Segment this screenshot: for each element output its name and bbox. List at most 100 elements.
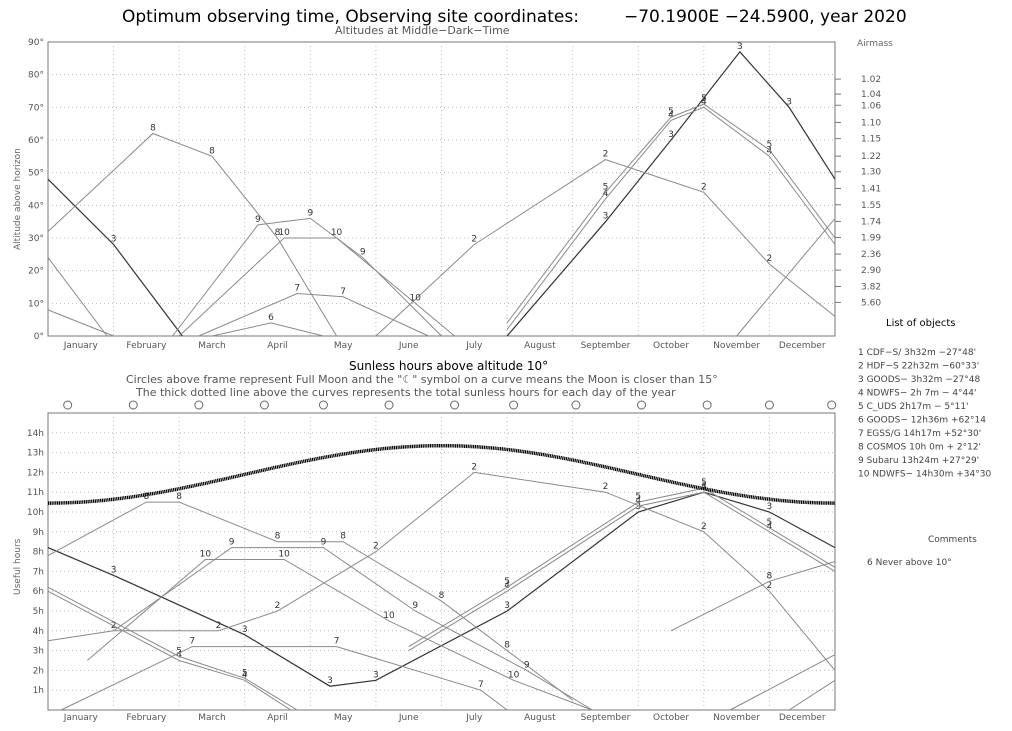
bottom-ylabel: Useful hours xyxy=(13,538,23,595)
comments-title: Comments xyxy=(928,535,977,545)
full-moon-marker xyxy=(827,400,837,410)
top-series-label: 7 xyxy=(340,287,346,297)
bottom-month-labels: January February March April May June July Augu… xyxy=(63,713,826,723)
airmass-tick-label: 1.10 xyxy=(861,118,881,128)
bottom-month-label: April xyxy=(267,713,288,723)
bottom-series-label: 9 xyxy=(229,538,235,548)
top-y-tick-label: 30° xyxy=(28,234,44,244)
top-series-6-line xyxy=(211,322,324,337)
object-list-item: 6 GOODS− 12h36m +62°14 xyxy=(858,416,986,426)
top-grid xyxy=(48,42,835,336)
top-y-ticks: 0° 10° 20° 30° 40° 50° 60° 70° 80° 90° xyxy=(28,38,44,342)
top-series-label: 5 xyxy=(603,182,609,192)
chart-title-right: −70.1900E −24.5900, year 2020 xyxy=(624,7,907,27)
top-series-label: 8 xyxy=(275,228,281,238)
bottom-month-label: September xyxy=(581,713,631,723)
bottom-y-tick-label: 1h xyxy=(33,686,44,696)
bottom-series-label: 9 xyxy=(412,601,418,611)
object-list-item: 10 NDWFS− 14h30m +34°30 xyxy=(858,470,991,480)
full-moon-marker xyxy=(259,400,269,410)
top-month-label: April xyxy=(267,341,288,351)
bottom-series-label: 2 xyxy=(216,621,222,631)
bottom-y-tick-label: 9h xyxy=(33,528,44,538)
bottom-series-9-line xyxy=(729,654,836,711)
comments-text: 6 Never above 10° xyxy=(867,558,952,568)
full-moon-markers xyxy=(63,400,837,410)
sunless-hours-line xyxy=(48,443,835,505)
bottom-series-label: 8 xyxy=(144,492,150,502)
top-series-10-line xyxy=(178,237,455,337)
top-series-label: 5 xyxy=(668,107,674,117)
bottom-series-label: 10 xyxy=(383,611,395,621)
bottom-series-label: 5 xyxy=(176,647,182,657)
bottom-series-label: 5 xyxy=(701,478,707,488)
top-y-tick-label: 60° xyxy=(28,136,44,146)
top-series-label: 4 xyxy=(701,97,707,107)
top-series-label: 9 xyxy=(307,208,313,218)
top-month-label: June xyxy=(398,341,419,351)
bottom-series-label: 5 xyxy=(504,577,510,587)
top-series-label: 5 xyxy=(701,94,707,104)
bottom-series-8-line xyxy=(670,561,836,632)
bottom-month-label: December xyxy=(779,713,826,723)
full-moon-marker xyxy=(194,400,204,410)
bottom-y-tick-label: 11h xyxy=(27,488,44,498)
top-y-tick-label: 10° xyxy=(28,299,44,309)
bottom-series-label: 4 xyxy=(635,496,641,506)
top-y-tick-label: 50° xyxy=(28,169,44,179)
bottom-month-label: February xyxy=(126,713,167,723)
bottom-series-10-line xyxy=(86,559,593,711)
bottom-month-label: June xyxy=(398,713,419,723)
bottom-y-tick-label: 6h xyxy=(33,587,44,597)
airmass-tick-label: 3.82 xyxy=(861,282,881,292)
top-series-label: 2 xyxy=(767,254,773,264)
top-series-2-line xyxy=(47,309,114,337)
bottom-series-label: 8 xyxy=(504,641,510,651)
full-moon-marker xyxy=(702,400,712,410)
airmass-tick-label: 1.41 xyxy=(861,184,881,194)
bottom-series-label: 5 xyxy=(635,492,641,502)
top-series-label: 3 xyxy=(786,97,792,107)
airmass-tick-label: 2.36 xyxy=(861,250,881,260)
top-series-label: 3 xyxy=(111,235,117,245)
top-y-tick-label: 20° xyxy=(28,267,44,277)
bottom-month-label: August xyxy=(524,713,556,723)
bottom-series-5-line xyxy=(408,487,836,648)
top-month-label: July xyxy=(465,341,483,351)
bottom-series-label: 2 xyxy=(111,621,117,631)
object-list-title: List of objects xyxy=(886,318,956,329)
bottom-series-label: 8 xyxy=(275,532,281,542)
bottom-series-4-line xyxy=(408,491,836,652)
bottom-series-label: 2 xyxy=(701,522,707,532)
object-list-items: 1 CDF−S/ 3h32m −27°48' 2 HDF−S 22h32m −60… xyxy=(858,348,991,480)
bottom-month-label: May xyxy=(334,713,353,723)
top-series-8-line xyxy=(47,132,338,337)
bottom-series-label: 3 xyxy=(635,502,641,512)
bottom-y-tick-label: 10h xyxy=(27,508,44,518)
bottom-series-label: 10 xyxy=(508,670,520,680)
bottom-series-label: 4 xyxy=(242,670,248,680)
top-series-label: 5 xyxy=(767,140,773,150)
top-series-label: 7 xyxy=(294,284,300,294)
bottom-series-label: 8 xyxy=(340,532,346,542)
bottom-y-tick-label: 3h xyxy=(33,647,44,657)
top-series-label: 2 xyxy=(701,182,707,192)
bottom-series-2-line xyxy=(47,471,836,671)
object-list-item: 5 C_UDS 2h17m − 5°11' xyxy=(858,402,969,412)
object-list-item: 2 HDF−S 22h32m −60°33' xyxy=(858,362,979,372)
bottom-series-label: 5 xyxy=(242,668,248,678)
full-moon-marker xyxy=(571,400,581,410)
full-moon-marker xyxy=(384,400,394,410)
full-moon-marker xyxy=(509,400,519,410)
bottom-series-label: 4 xyxy=(176,651,182,661)
airmass-tick-label: 2.90 xyxy=(861,266,881,276)
full-moon-marker xyxy=(450,400,460,410)
top-series-7-line xyxy=(198,292,429,337)
bottom-series-label: 2 xyxy=(275,601,281,611)
full-moon-marker xyxy=(128,400,138,410)
bottom-series-label: 3 xyxy=(111,565,117,575)
bottom-series-9-line xyxy=(113,547,593,711)
bottom-y-tick-label: 14h xyxy=(27,429,44,439)
object-list-item: 7 EGSS/G 14h17m +52°30' xyxy=(858,429,981,439)
